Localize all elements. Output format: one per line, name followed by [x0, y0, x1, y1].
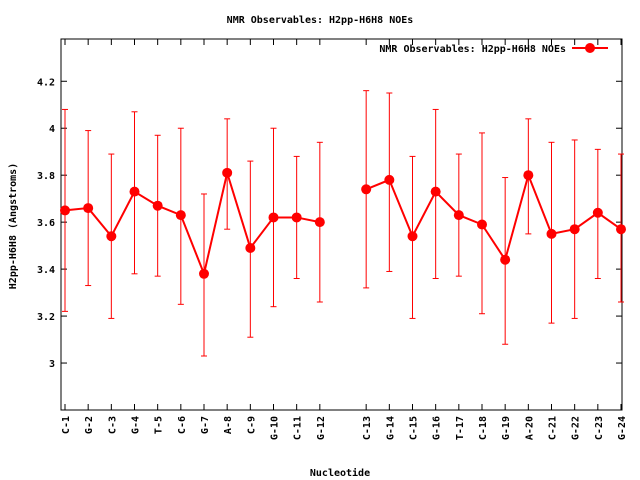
- data-point: [175, 210, 186, 221]
- data-point: [523, 170, 534, 181]
- data-point: [407, 231, 418, 242]
- y-axis: 3 3.2 3.4 3.6 3.8 4 4.2: [37, 77, 622, 370]
- x-tick-label: G-14: [385, 416, 396, 440]
- data-point: [384, 174, 395, 185]
- x-tick-label: C-3: [107, 416, 118, 434]
- legend-marker-sample: [585, 43, 595, 53]
- y-tick-label: 3.2: [37, 312, 55, 323]
- x-tick-label: T-5: [154, 416, 165, 434]
- x-tick-label: C-13: [362, 416, 373, 440]
- x-tick-label: G-22: [571, 416, 582, 440]
- data-point: [222, 167, 233, 178]
- data-point: [430, 186, 441, 197]
- x-tick-label: G-16: [432, 416, 443, 440]
- series-line-segment: [365, 172, 622, 263]
- legend-label: NMR Observables: H2pp-H6H8 NOEs: [379, 44, 566, 55]
- data-point: [453, 210, 464, 221]
- x-tick-label: C-1: [61, 416, 72, 434]
- data-point: [129, 186, 140, 197]
- data-point: [83, 203, 94, 214]
- x-tick-label: G-4: [131, 416, 142, 434]
- x-axis-label: Nucleotide: [310, 467, 370, 479]
- data-point: [592, 207, 603, 218]
- x-tick-label: C-23: [594, 416, 605, 440]
- x-tick-label: G-19: [501, 416, 512, 440]
- x-tick-label: A-20: [524, 416, 535, 440]
- x-tick-label: C-9: [246, 416, 257, 434]
- data-point: [477, 219, 487, 230]
- data-point: [106, 231, 117, 242]
- series-line-segment: [64, 168, 321, 278]
- x-tick-label: G-24: [617, 416, 628, 440]
- chart-title: NMR Observables: H2pp-H6H8 NOEs: [227, 15, 414, 26]
- y-tick-label: 3: [49, 359, 55, 370]
- y-axis-label: H2pp-H6H8 (Angstroms): [8, 163, 19, 289]
- data-point: [569, 224, 580, 235]
- data-point: [616, 224, 626, 235]
- data-point: [199, 268, 209, 279]
- data-point: [152, 200, 163, 211]
- data-point: [314, 217, 325, 228]
- x-tick-label: G-12: [316, 416, 327, 440]
- error-bars: [62, 90, 624, 357]
- y-tick-label: 3.8: [37, 171, 55, 182]
- legend: NMR Observables: H2pp-H6H8 NOEs: [379, 43, 608, 55]
- x-tick-label: C-18: [478, 416, 489, 440]
- y-tick-label: 4.2: [37, 77, 55, 88]
- x-tick-label: G-7: [200, 416, 211, 434]
- series-points: [60, 167, 626, 279]
- x-axis: C-1 G-2 C-3 G-4 T-5 C-6 G-7 A-8 C-9 G-10 C-11 G-12 C…: [61, 39, 628, 440]
- x-tick-label: C-21: [548, 416, 559, 440]
- data-point: [245, 242, 256, 253]
- x-tick-label: G-10: [270, 416, 281, 440]
- x-tick-label: C-15: [409, 416, 420, 440]
- series-lines: [64, 168, 622, 278]
- y-tick-label: 3.6: [37, 218, 55, 229]
- x-tick-label: C-6: [177, 416, 188, 434]
- data-point: [268, 212, 279, 223]
- data-point: [546, 228, 557, 239]
- data-point: [60, 205, 70, 216]
- data-point: [361, 184, 372, 195]
- y-tick-label: 4: [49, 124, 55, 135]
- plot-frame: [60, 38, 623, 411]
- y-tick-label: 3.4: [37, 265, 55, 276]
- x-tick-label: T-17: [455, 416, 466, 440]
- data-point: [500, 254, 511, 265]
- x-tick-label: A-8: [223, 416, 234, 434]
- data-point: [291, 212, 302, 223]
- x-tick-label: C-11: [293, 416, 304, 440]
- x-tick-label: G-2: [84, 416, 95, 434]
